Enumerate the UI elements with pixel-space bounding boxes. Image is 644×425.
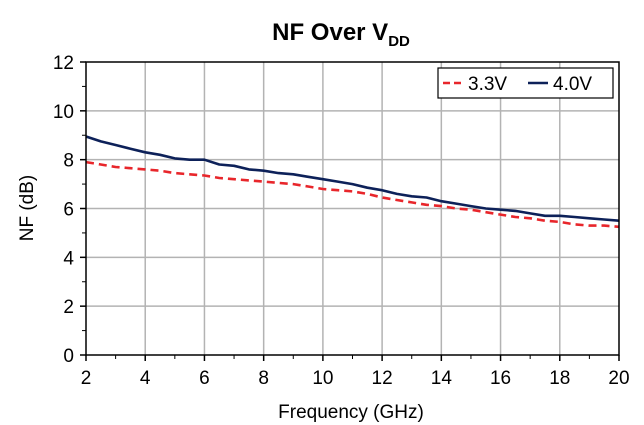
y-tick-label: 12 — [53, 53, 74, 74]
y-tick-label: 10 — [53, 102, 74, 123]
y-tick-label: 6 — [63, 200, 74, 221]
legend: 3.3V 4.0V — [437, 67, 614, 99]
x-tick-label: 2 — [81, 368, 92, 389]
chart-title-subscript: DD — [388, 33, 410, 50]
y-tick-label: 2 — [63, 297, 74, 318]
x-tick-label: 12 — [372, 368, 393, 389]
x-tick-label: 20 — [608, 368, 629, 389]
x-tick-label: 18 — [549, 368, 570, 389]
series-group — [85, 135, 620, 229]
y-axis-title: NF (dB) — [17, 175, 38, 242]
y-tick-label: 4 — [63, 248, 74, 269]
grid — [86, 62, 619, 355]
x-tick-label: 8 — [258, 368, 269, 389]
x-tick-label: 16 — [490, 368, 511, 389]
y-tick-label: 0 — [63, 346, 74, 367]
x-tick-label: 10 — [312, 368, 333, 389]
x-tick-label: 14 — [431, 368, 453, 389]
series-line-4-0v — [85, 135, 620, 222]
tick-marks — [80, 61, 620, 361]
y-tick-label: 8 — [63, 151, 74, 172]
x-axis-title: Frequency (GHz) — [278, 402, 424, 423]
legend-label: 4.0V — [553, 74, 592, 95]
x-tick-label: 6 — [199, 368, 210, 389]
chart-title-main: NF Over V — [272, 19, 388, 46]
series-line-3-3v — [85, 160, 620, 229]
x-tick-label: 4 — [140, 368, 151, 389]
legend-box — [437, 67, 614, 99]
chart-title: NF Over VDD — [272, 19, 410, 50]
legend-label: 3.3V — [468, 74, 507, 95]
